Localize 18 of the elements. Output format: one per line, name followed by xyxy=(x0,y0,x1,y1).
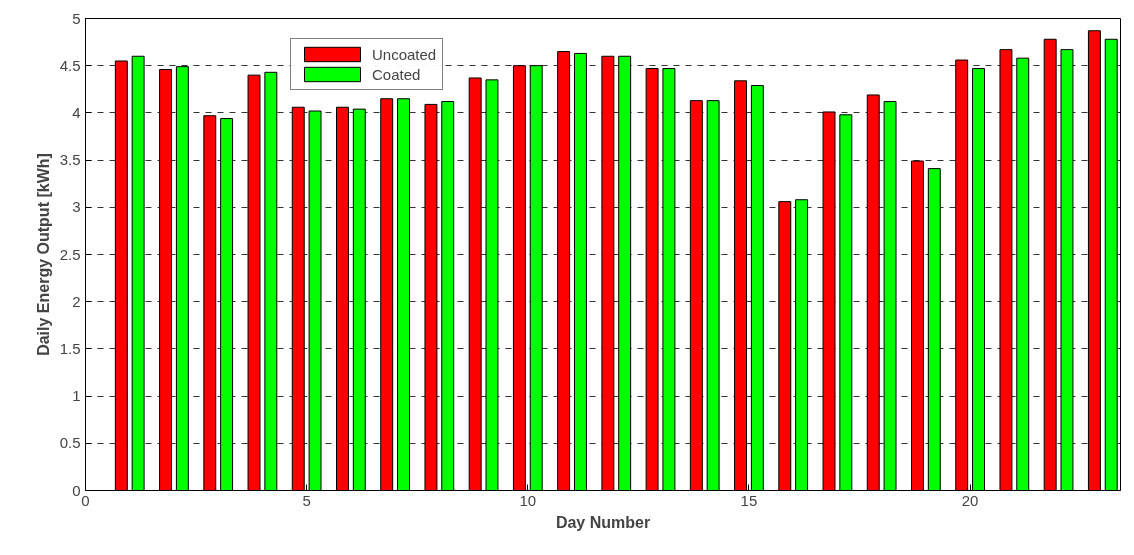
y-tick-label: 3.5 xyxy=(59,151,81,169)
x-axis-title: Day Number xyxy=(555,513,651,531)
y-tick-label: 0.5 xyxy=(59,434,81,452)
legend-label: Coated xyxy=(372,65,421,83)
y-tick-label: 2 xyxy=(72,292,81,310)
x-tick-label: 10 xyxy=(519,491,537,509)
x-tick-label: 5 xyxy=(302,491,311,509)
y-axis-title: Daily Energy Output [kWh] xyxy=(34,153,52,356)
x-tick-label: 15 xyxy=(740,491,758,509)
y-tick-label: 3 xyxy=(72,198,81,216)
y-tick-label: 1.5 xyxy=(59,339,81,357)
y-tick-label: 5 xyxy=(72,9,81,27)
y-tick-label: 4 xyxy=(72,103,81,121)
x-tick-label: 20 xyxy=(961,491,979,509)
y-tick-label: 1 xyxy=(72,387,81,405)
legend-label: Uncoated xyxy=(372,45,437,63)
y-tick-label: 4.5 xyxy=(59,56,81,74)
y-tick-label: 2.5 xyxy=(59,245,81,263)
